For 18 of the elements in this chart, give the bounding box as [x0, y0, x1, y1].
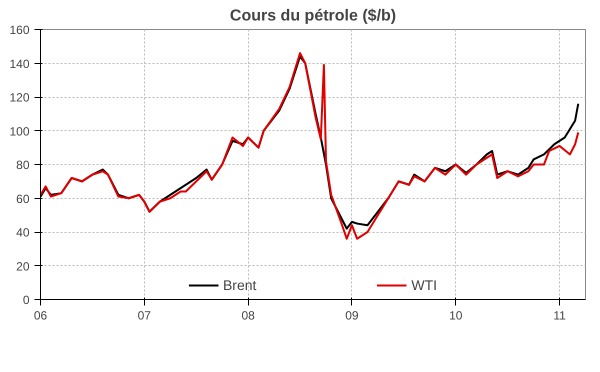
x-tick-label: 08	[241, 308, 256, 322]
y-tick-label: 120	[9, 90, 30, 104]
legend-label: Brent	[222, 277, 256, 293]
y-tick-label: 160	[9, 23, 30, 37]
x-tick-label: 07	[138, 308, 152, 322]
chart-title: Cours du pétrole ($/b)	[230, 8, 396, 24]
y-tick-label: 20	[16, 259, 30, 274]
legend-label: WTI	[411, 277, 438, 293]
y-tick-label: 140	[9, 56, 30, 71]
x-tick-label: 09	[345, 308, 359, 322]
y-tick-label: 0	[22, 293, 30, 307]
y-tick-label: 100	[9, 124, 30, 138]
y-tick-label: 80	[16, 158, 30, 172]
y-tick-label: 60	[16, 192, 30, 206]
x-tick-label: 11	[553, 308, 566, 322]
x-tick-label: 06	[34, 308, 48, 322]
x-tick-label: 10	[449, 308, 463, 322]
y-tick-label: 40	[16, 226, 30, 240]
